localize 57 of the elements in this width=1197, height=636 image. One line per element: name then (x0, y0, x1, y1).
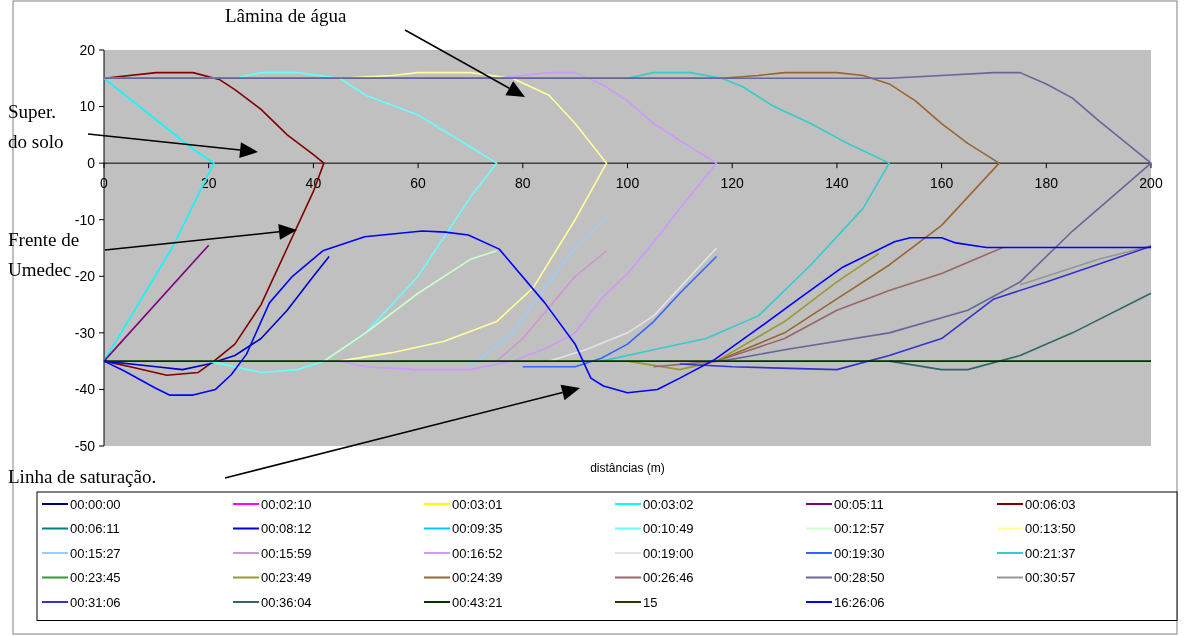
legend-label: 15 (643, 594, 658, 610)
y-tick-label: 20 (79, 41, 96, 58)
line-series (652, 246, 1006, 368)
x-tick-label: 60 (410, 175, 427, 192)
legend-label: 00:03:01 (452, 496, 503, 512)
y-tick-label: 0 (87, 155, 96, 172)
legend-label: 00:10:49 (643, 521, 694, 537)
legend-label: 00:09:35 (452, 521, 503, 537)
x-tick-label: 160 (929, 175, 954, 192)
legend-label: 16:26:06 (834, 594, 885, 610)
x-tick-label: 0 (100, 175, 109, 192)
text: Lâmina de água (225, 5, 347, 26)
legend-label: 00:05:11 (834, 496, 884, 512)
legend-label: 00:12:57 (834, 521, 885, 537)
y-tick-label: -30 (74, 324, 96, 341)
y-tick-label: 10 (79, 98, 96, 115)
legend-label: 00:19:00 (643, 545, 694, 561)
legend-label: 00:43:21 (452, 594, 503, 610)
text: Super. do solo (8, 101, 64, 152)
legend-label: 00:06:03 (1025, 496, 1076, 512)
legend-label: 00:30:57 (1025, 570, 1076, 586)
line-series (522, 255, 718, 368)
y-tick-label: -10 (74, 211, 96, 228)
legend-label: 00:24:39 (452, 570, 503, 586)
legend-label: 00:03:02 (643, 496, 694, 512)
legend-label: 00:08:12 (261, 521, 312, 537)
legend-label: 00:23:49 (261, 570, 312, 586)
legend-label: 00:15:27 (70, 545, 121, 561)
legend-label: 00:13:50 (1025, 521, 1076, 537)
legend-label: 00:28:50 (834, 570, 885, 586)
legend-label: 00:23:45 (70, 570, 121, 586)
line-series (679, 245, 1152, 371)
x-tick-label: 80 (515, 175, 531, 192)
line-series (469, 216, 608, 368)
legend-label: 00:02:10 (261, 496, 312, 512)
text: Linha de saturação. (8, 466, 157, 487)
legend-label: 00:31:06 (70, 594, 121, 610)
legend-label: 00:19:30 (834, 545, 885, 561)
line-series (103, 230, 1152, 396)
x-axis-title: distâncias (m) (590, 461, 665, 475)
x-tick-label: 140 (825, 175, 849, 192)
x-tick-label: 200 (1139, 175, 1163, 192)
legend-label: 00:15:59 (261, 545, 312, 561)
y-tick-label: -50 (74, 437, 96, 454)
legend-label: 00:06:11 (70, 521, 120, 537)
legend-label: 00:00:00 (70, 496, 121, 512)
x-tick-label: 120 (720, 175, 745, 192)
legend-label: 00:36:04 (261, 594, 312, 610)
x-tick-label: 180 (1034, 175, 1059, 192)
legend-label: 00:21:37 (1025, 545, 1076, 561)
y-tick-label: -40 (74, 381, 96, 398)
line-series (323, 250, 498, 362)
x-tick-label: 100 (615, 175, 640, 192)
line-series (495, 250, 608, 362)
legend-label: 00:16:52 (452, 545, 503, 561)
legend-label: 00:26:46 (643, 570, 694, 586)
y-tick-label: -20 (74, 268, 96, 285)
